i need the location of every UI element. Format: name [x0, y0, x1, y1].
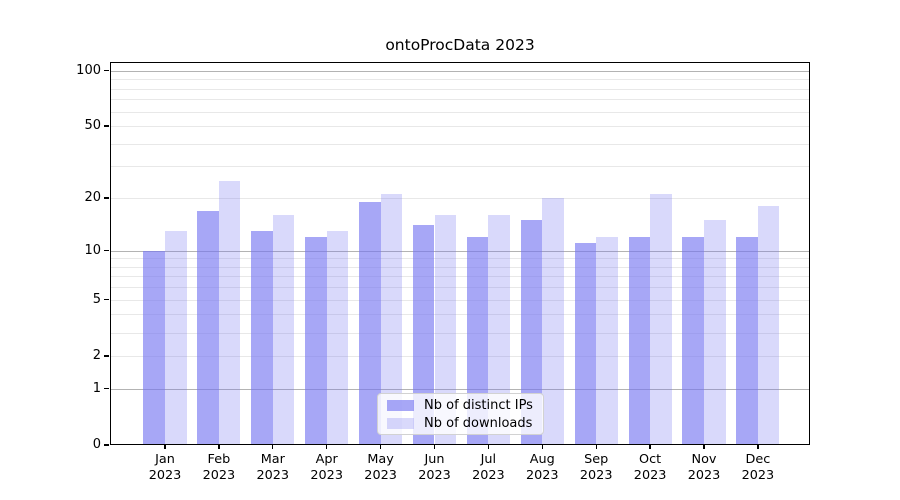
bar-ips-sep — [574, 243, 597, 445]
x-tick-label: Jul 2023 — [472, 452, 505, 483]
legend-item-distinct-ips: Nb of distinct IPs — [378, 398, 543, 413]
y-tick-label: 10 — [84, 242, 101, 258]
bar-ips-may — [359, 202, 381, 445]
minor-gridline — [110, 276, 810, 278]
y-tick-label: 100 — [76, 62, 101, 78]
y-tick-label: 2 — [92, 347, 101, 363]
bar-ips-dec — [736, 236, 758, 445]
y-tick — [104, 355, 109, 357]
minor-gridline — [110, 355, 810, 357]
major-gridline — [110, 250, 810, 252]
x-tick — [433, 445, 436, 449]
x-tick — [487, 445, 490, 449]
minor-gridline — [110, 299, 810, 301]
legend-swatch-distinct-ips — [387, 399, 414, 411]
y-tick — [104, 388, 109, 390]
bar-ips-jun — [412, 225, 435, 445]
bar-ips-oct — [628, 236, 651, 445]
x-tick — [272, 445, 274, 449]
minor-gridline — [110, 266, 810, 268]
x-tick-label: May 2023 — [364, 452, 397, 483]
y-tick-label: 5 — [92, 291, 101, 307]
bar-ips-jan — [143, 250, 165, 445]
bar-ips-feb — [197, 210, 219, 445]
legend-swatch-downloads — [387, 417, 414, 429]
x-tick — [164, 445, 166, 449]
bar-ips-apr — [305, 236, 327, 445]
bar-downloads-jun — [434, 215, 457, 445]
x-tick — [218, 445, 220, 449]
chart-title: ontoProcData 2023 — [385, 36, 535, 54]
minor-gridline — [110, 99, 810, 101]
x-tick-label: Nov 2023 — [687, 452, 721, 483]
x-tick — [541, 445, 543, 449]
x-tick — [757, 445, 759, 449]
x-tick-label: Jan 2023 — [148, 452, 182, 483]
minor-gridline — [110, 79, 810, 81]
minor-gridline — [110, 314, 810, 316]
bar-ips-jul — [466, 236, 489, 445]
y-tick — [104, 125, 109, 127]
y-tick — [104, 69, 109, 72]
minor-gridline — [110, 332, 810, 334]
minor-gridline — [110, 111, 810, 113]
x-tick-label: Feb 2023 — [202, 452, 236, 483]
x-tick-label: Sep 2023 — [579, 452, 613, 483]
legend-item-downloads: Nb of downloads — [378, 416, 543, 431]
bar-downloads-nov — [704, 220, 726, 445]
minor-gridline — [110, 198, 810, 199]
bar-downloads-may — [380, 194, 403, 445]
major-gridline — [110, 388, 810, 390]
minor-gridline — [110, 287, 810, 289]
minor-gridline — [110, 143, 810, 145]
x-tick — [326, 445, 328, 449]
minor-gridline — [110, 88, 810, 90]
x-tick-label: Dec 2023 — [741, 452, 775, 483]
y-tick-label: 20 — [84, 190, 101, 205]
x-tick-label: Oct 2023 — [633, 452, 667, 483]
bar-downloads-jul — [488, 215, 510, 445]
x-tick-label: Apr 2023 — [310, 452, 343, 483]
y-tick — [104, 298, 109, 301]
legend: Nb of distinct IPs Nb of downloads — [377, 393, 544, 435]
y-tick-label: 50 — [84, 118, 101, 133]
x-tick — [649, 445, 651, 449]
legend-label-distinct-ips: Nb of distinct IPs — [424, 397, 533, 413]
bar-downloads-aug — [542, 198, 564, 445]
x-tick — [703, 445, 705, 449]
bars-layer — [110, 62, 810, 445]
bar-downloads-oct — [650, 194, 672, 445]
bar-downloads-dec — [757, 206, 780, 445]
y-tick-label: 0 — [92, 437, 101, 452]
bar-downloads-mar — [272, 215, 295, 445]
bar-downloads-apr — [326, 230, 349, 445]
x-tick-label: Mar 2023 — [256, 452, 290, 483]
legend-label-downloads: Nb of downloads — [424, 415, 533, 431]
y-tick — [104, 444, 109, 446]
y-tick-label: 1 — [92, 380, 101, 396]
x-tick-label: Jun 2023 — [418, 452, 451, 483]
x-tick — [595, 445, 597, 449]
bar-ips-nov — [682, 236, 704, 445]
bar-ips-mar — [251, 230, 273, 445]
gridlines-layer — [110, 62, 810, 445]
bar-downloads-jan — [165, 230, 187, 445]
y-tick — [104, 249, 109, 252]
bar-downloads-feb — [218, 180, 241, 445]
bar-ips-aug — [520, 220, 543, 445]
x-tick — [379, 445, 382, 449]
y-tick — [104, 197, 109, 199]
bar-downloads-sep — [596, 236, 618, 445]
major-gridline — [110, 70, 810, 72]
minor-gridline — [110, 166, 810, 168]
minor-gridline — [110, 126, 810, 127]
minor-gridline — [110, 258, 810, 260]
x-tick-label: Aug 2023 — [526, 452, 559, 483]
